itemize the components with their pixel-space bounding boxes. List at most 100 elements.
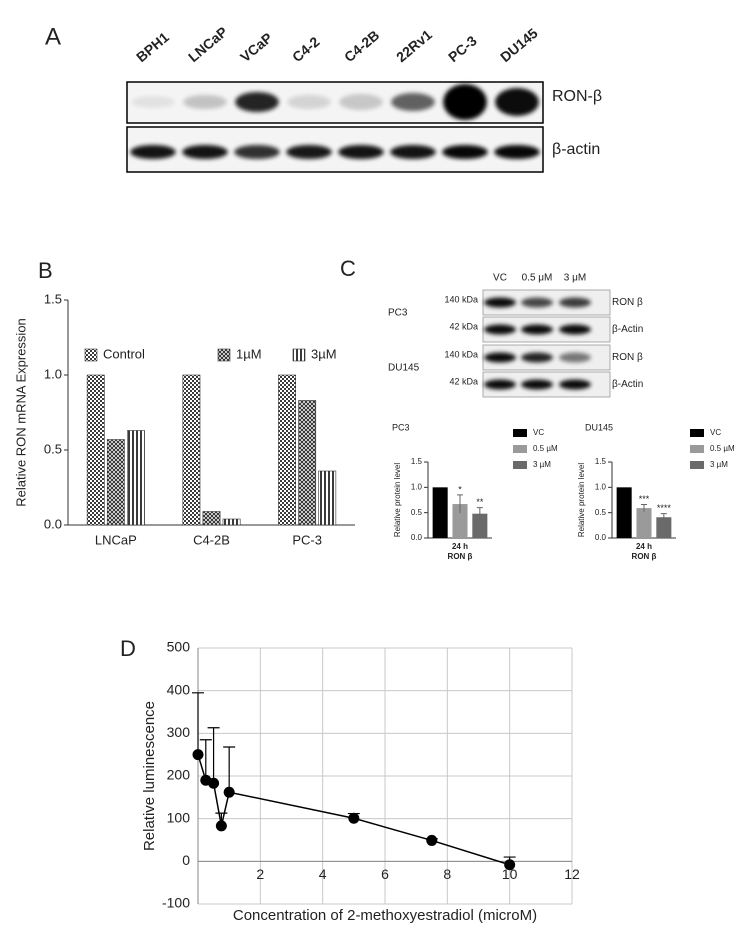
bar — [656, 517, 672, 538]
size-label: 140 kDa — [444, 294, 478, 304]
legend-swatch — [690, 429, 704, 437]
x-tick-label: 12 — [564, 866, 580, 882]
y-tick-label: 100 — [167, 809, 191, 825]
y-tick-label: 0 — [182, 852, 190, 868]
x-tick-label: 8 — [443, 866, 451, 882]
y-tick-label: 1.5 — [44, 291, 62, 306]
y-tick-label: 1.0 — [44, 366, 62, 381]
bar — [318, 470, 337, 526]
bar — [432, 487, 448, 538]
data-point — [192, 749, 204, 761]
significance: **** — [657, 503, 672, 513]
group-label: DU145 — [388, 363, 420, 374]
protein-label: RON β — [612, 352, 643, 363]
panel-label: A — [45, 23, 61, 50]
y-axis-label: Relative protein level — [393, 463, 402, 537]
blot-band — [287, 95, 331, 109]
legend-label: VC — [533, 428, 544, 437]
blot-band — [559, 297, 591, 308]
panel-label: B — [38, 258, 53, 283]
bar — [127, 430, 145, 526]
legend-swatch — [513, 461, 527, 469]
size-label: 140 kDa — [444, 349, 478, 359]
legend-label: 3 µM — [533, 460, 551, 469]
x-axis-label: RON β — [448, 552, 473, 561]
y-tick-label: 300 — [167, 724, 191, 740]
data-point — [504, 859, 516, 871]
blot-band — [130, 145, 176, 159]
y-tick-label: 500 — [167, 639, 191, 655]
x-tick-label: LNCaP — [95, 532, 137, 547]
protein-label: β-Actin — [612, 324, 643, 335]
x-tick-label: 4 — [319, 866, 327, 882]
data-point — [208, 777, 220, 789]
legend-swatch — [690, 445, 704, 453]
blot-band — [495, 88, 539, 116]
y-tick-label: 0.5 — [411, 508, 423, 517]
legend-swatch — [217, 348, 231, 362]
panel-label: C — [340, 256, 356, 281]
row-label: RON-β — [552, 88, 602, 105]
blot-band — [182, 145, 228, 159]
error-bar — [223, 746, 236, 793]
y-axis-label: Relative protein level — [577, 463, 586, 537]
error-bar — [192, 692, 204, 755]
x-tick-label: C4-2B — [193, 532, 230, 547]
blot-band — [559, 379, 591, 390]
blot-band — [391, 93, 435, 111]
y-tick-label: 0.5 — [595, 508, 607, 517]
blot-band — [390, 145, 436, 159]
error-bar — [641, 504, 647, 512]
blot-band — [235, 92, 279, 112]
x-tick-label: 24 h — [452, 542, 468, 551]
legend-swatch — [84, 348, 98, 362]
blot-band — [521, 324, 553, 335]
size-label: 42 kDa — [449, 321, 478, 331]
group-label: PC3 — [388, 308, 408, 319]
column-label: 3 μM — [564, 273, 586, 284]
blot-band — [559, 324, 591, 335]
bar — [222, 518, 241, 526]
y-tick-label: -100 — [162, 895, 190, 911]
y-tick-label: 0.0 — [595, 533, 607, 542]
x-tick-label: 10 — [502, 866, 518, 882]
y-tick-label: 0.0 — [44, 516, 62, 531]
y-axis-label: Relative RON mRNA Expression — [13, 318, 28, 507]
legend-swatch — [513, 429, 527, 437]
y-tick-label: 1.0 — [411, 482, 423, 491]
bar — [106, 439, 125, 526]
blot-band — [521, 379, 553, 390]
bar — [616, 487, 632, 538]
x-tick-label: 24 h — [636, 542, 652, 551]
legend-label: Control — [103, 346, 145, 361]
bar — [278, 374, 296, 526]
bar — [182, 374, 201, 526]
y-tick-label: 0.0 — [411, 533, 423, 542]
legend-label: 3 µM — [710, 460, 728, 469]
legend-label: 1µM — [236, 346, 262, 361]
error-bar — [457, 494, 463, 514]
error-bar — [207, 727, 220, 784]
blot-band — [131, 96, 175, 108]
bar — [298, 400, 317, 526]
legend-label: VC — [710, 428, 721, 437]
blot-band — [286, 145, 332, 159]
legend-label: 0.5 µM — [533, 444, 558, 453]
blot-band — [484, 324, 516, 335]
legend-label: 3µM — [311, 346, 337, 361]
blot-band — [484, 297, 516, 308]
data-point — [223, 786, 235, 798]
y-tick-label: 1.0 — [595, 482, 607, 491]
x-tick-label: 6 — [381, 866, 389, 882]
blot-band — [443, 84, 487, 120]
error-bar — [199, 739, 212, 781]
size-label: 42 kDa — [449, 376, 478, 386]
blot-band — [339, 94, 383, 110]
blot-band — [442, 145, 488, 159]
significance: ** — [476, 497, 484, 507]
blot-band — [559, 352, 591, 363]
blot-band — [484, 379, 516, 390]
y-tick-label: 1.5 — [595, 457, 607, 466]
y-tick-label: 400 — [167, 681, 191, 697]
y-tick-label: 1.5 — [411, 457, 423, 466]
